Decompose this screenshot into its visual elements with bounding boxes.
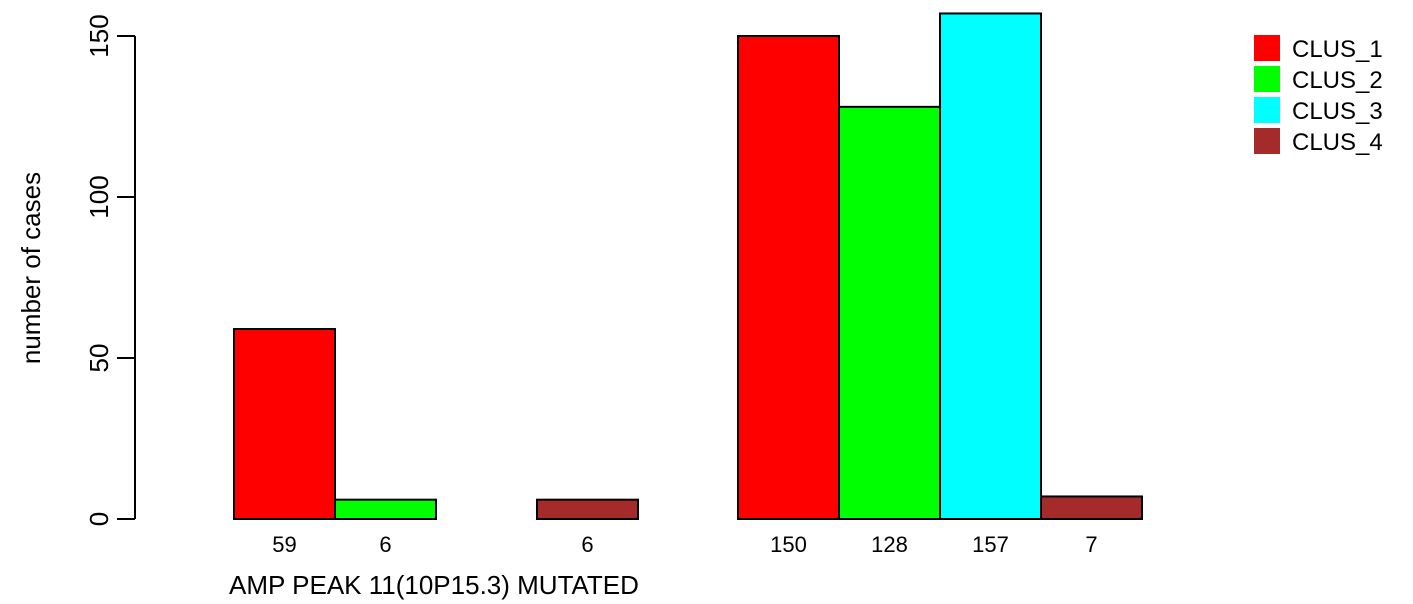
bar-clus-2-group-1	[334, 498, 437, 520]
bar-value-label: 6	[581, 532, 593, 557]
y-tick-label: 100	[84, 175, 114, 218]
bar-clus-4-group-2	[1040, 495, 1143, 520]
bar-value-label: 59	[272, 532, 296, 557]
legend-swatch-clus-3	[1254, 97, 1280, 123]
bar-value-label: 6	[379, 532, 391, 557]
bar-clus-2-group-2	[838, 105, 941, 520]
y-tick-label: 150	[84, 14, 114, 57]
legend-label: CLUS_2	[1292, 67, 1383, 94]
bar-value-label: 7	[1085, 532, 1097, 557]
bars	[233, 12, 1143, 521]
legend-label: CLUS_4	[1292, 129, 1383, 156]
y-axis: 0 50 100 150	[84, 14, 136, 526]
legend-swatch-clus-1	[1254, 35, 1280, 61]
x-axis-label: AMP PEAK 11(10P15.3) MUTATED	[229, 570, 639, 600]
bar-clus-4-group-1	[536, 498, 639, 520]
bar-value-label: 150	[770, 532, 807, 557]
legend-swatch-clus-4	[1254, 128, 1280, 154]
legend-label: CLUS_3	[1292, 98, 1383, 125]
bar-value-label: 157	[972, 532, 1009, 557]
y-axis-label: number of cases	[16, 172, 46, 364]
bar-clus-3-group-2	[939, 12, 1042, 521]
y-tick-label: 0	[84, 512, 114, 526]
legend-swatch-clus-2	[1254, 66, 1280, 92]
bar-clus-1-group-1	[233, 328, 336, 520]
y-tick-label: 50	[84, 344, 114, 373]
bar-labels: 59 150 6 128 157 6 7	[272, 532, 1097, 557]
bar-value-label: 128	[871, 532, 908, 557]
bar-clus-1-group-2	[737, 35, 840, 520]
legend: CLUS_1 CLUS_2 CLUS_3 CLUS_4	[1254, 35, 1383, 156]
legend-label: CLUS_1	[1292, 36, 1383, 63]
